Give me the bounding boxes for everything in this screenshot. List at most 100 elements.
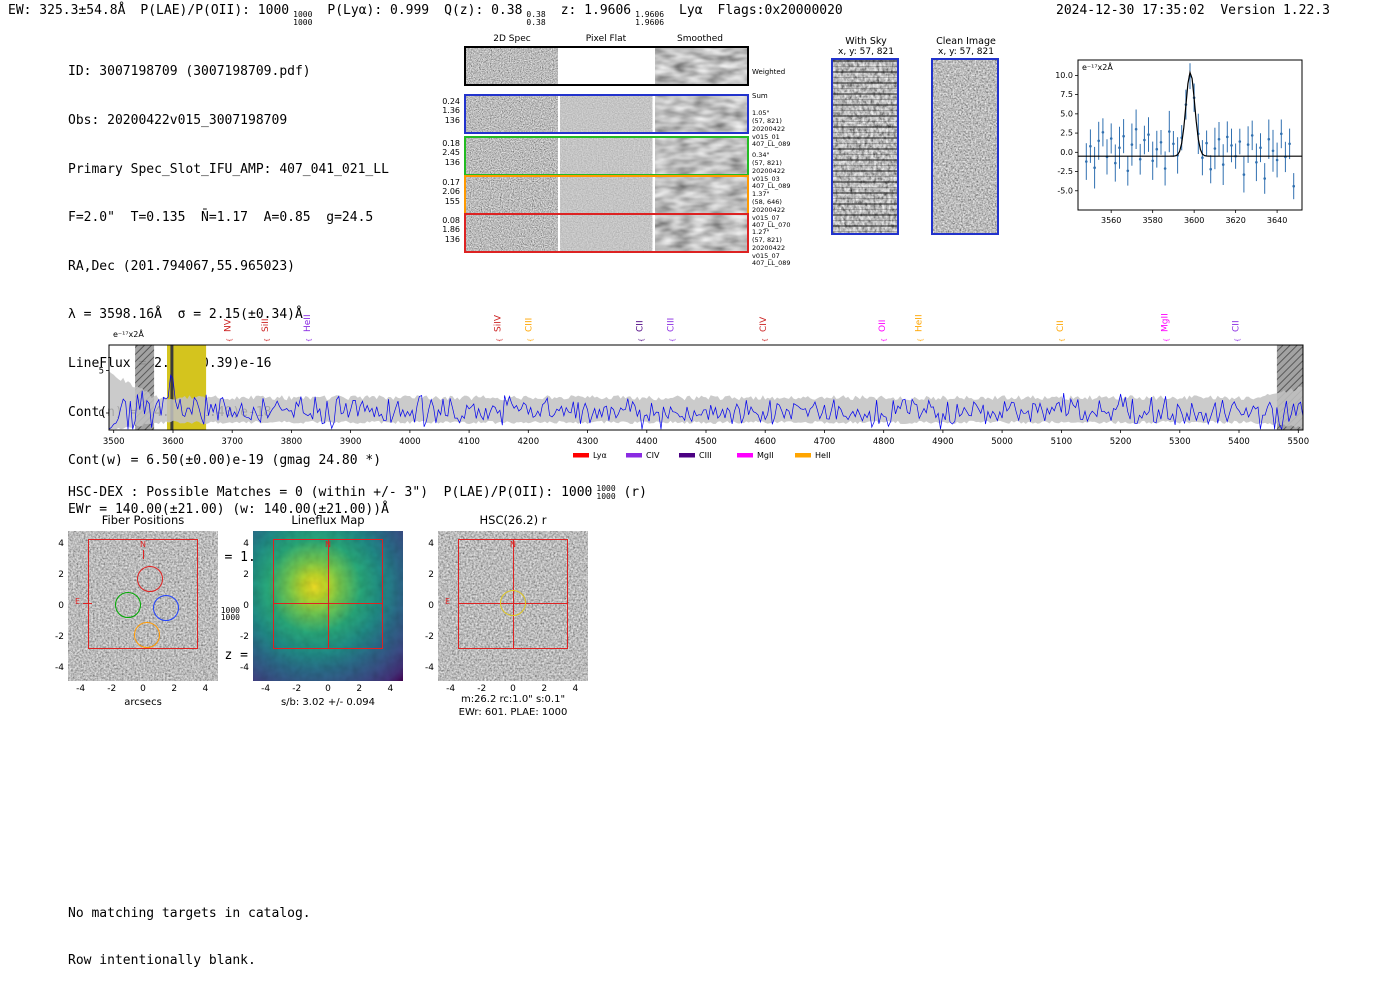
hsc-y-axis: -4 -2 0 2 4	[414, 531, 434, 681]
sky-lines-overlay	[833, 60, 897, 233]
axis-tick-label: 4	[202, 684, 209, 694]
spec2d-row-exposure3	[464, 175, 749, 215]
axis-tick-label: -2	[477, 684, 487, 694]
hsc-caption-1: m:26.2 rc:1.0" s:0.1"	[460, 694, 566, 705]
pixelflat-weighted-blank	[560, 48, 655, 84]
info-id: ID: 3007198709 (3007198709.pdf)	[68, 64, 311, 80]
smoothed-image	[654, 215, 747, 251]
svg-text:4000: 4000	[399, 437, 421, 447]
axis-tick-label: 4	[387, 684, 394, 694]
fiber-positions-image	[68, 531, 218, 681]
pixel-flat-image	[560, 177, 655, 213]
svg-text:3620: 3620	[1225, 216, 1245, 225]
axis-tick-label: 2	[58, 569, 64, 580]
spec2d-weighted-image	[466, 48, 561, 84]
catalog-match-summary: HSC-DEX : Possible Matches = 0 (within +…	[68, 484, 647, 501]
with-sky-coords: x, y: 57, 821	[838, 47, 894, 57]
svg-text:SiII: SiII	[261, 318, 271, 332]
svg-text:4700: 4700	[814, 437, 836, 447]
lineflux-map-image: N	[253, 531, 403, 681]
svg-text:5200: 5200	[1110, 437, 1132, 447]
smoothed-column-header: Smoothed	[677, 34, 723, 44]
svg-text:CII: CII	[636, 320, 646, 332]
pixel-flat-image	[560, 215, 655, 251]
svg-text:5400: 5400	[1228, 437, 1250, 447]
svg-text:5300: 5300	[1169, 437, 1191, 447]
svg-text:CII: CII	[1056, 320, 1066, 332]
svg-text:MgII: MgII	[1160, 313, 1170, 332]
elixer-report-page: { "header": { "ew": "EW: 325.3±54.8Å", "…	[8, 3, 1330, 968]
axis-tick-label: 4	[428, 538, 434, 549]
axis-tick-label: -4	[261, 684, 271, 694]
smoothed-weighted-image	[654, 48, 747, 84]
svg-text:{: {	[670, 338, 677, 342]
axis-tick-label: 2	[243, 569, 249, 580]
svg-text:{: {	[639, 338, 646, 342]
axis-tick-label: 4	[243, 538, 249, 549]
svg-text:CIII: CIII	[524, 318, 534, 332]
svg-text:-5.0: -5.0	[1057, 186, 1073, 195]
axis-tick-label: 0	[243, 601, 249, 611]
svg-text:3800: 3800	[281, 437, 303, 447]
footer-notes: No matching targets in catalog. Row inte…	[68, 874, 311, 985]
crosshair-horizontal	[273, 602, 383, 604]
svg-text:4400: 4400	[636, 437, 658, 447]
svg-text:{: {	[762, 338, 769, 342]
svg-text:Lyα: Lyα	[593, 451, 607, 460]
lineflux-y-axis: -4 -2 0 2 4	[229, 531, 249, 681]
plae-poii-value: P(LAE)/P(OII): 1000 1000 1000	[140, 3, 313, 27]
hsc-plae-range: 1000 1000	[596, 484, 616, 501]
svg-text:3900: 3900	[340, 437, 362, 447]
hsc-r-image	[438, 531, 588, 681]
qz-value: Q(z): 0.38 0.38 0.38	[444, 3, 546, 27]
axis-tick-label: -2	[240, 632, 249, 643]
pixelflat-column-header: Pixel Flat	[585, 34, 627, 44]
svg-text:4900: 4900	[932, 437, 954, 447]
axis-tick-label: -2	[55, 632, 64, 643]
svg-text:4200: 4200	[517, 437, 539, 447]
qz-range: 0.38 0.38	[526, 10, 546, 27]
svg-text:-2.5: -2.5	[1057, 167, 1073, 176]
svg-text:3600: 3600	[162, 437, 184, 447]
svg-text:CII: CII	[1232, 320, 1242, 332]
plya-value: P(Lyα): 0.999	[327, 3, 430, 18]
info-obs: Obs: 20200422v015_3007198709	[68, 113, 288, 128]
hsc-x-axis: -4 -2 0 2 4	[438, 684, 588, 696]
svg-text:5100: 5100	[1051, 437, 1073, 447]
crosshair-vertical	[327, 539, 329, 649]
svg-text:HeII: HeII	[303, 314, 313, 332]
footer-line-1: No matching targets in catalog.	[68, 905, 311, 921]
axis-tick-label: 0	[325, 684, 331, 694]
axis-tick-label: -4	[240, 663, 249, 674]
fiber-positions-title: Fiber Positions	[101, 513, 185, 527]
fiber-xlabel: arcsecs	[124, 697, 162, 708]
info-cont-w: Cont(w) = 6.50(±0.00)e-19 (gmag 24.80 *)	[68, 453, 382, 469]
spec2d-row3-left-labels: 0.17 2.06 155	[442, 178, 460, 206]
clean-image-coords: x, y: 57, 821	[938, 47, 994, 57]
axis-tick-label: -4	[446, 684, 456, 694]
info-radec: RA,Dec (201.794067,55.965023)	[68, 258, 295, 274]
svg-text:3640: 3640	[1267, 216, 1287, 225]
spec2d-row1-left-labels: 0.24 1.36 136	[442, 97, 460, 125]
spec2d-row-exposure1	[464, 94, 749, 134]
axis-tick-label: 2	[428, 569, 434, 580]
axis-tick-label: 2	[356, 684, 363, 694]
svg-text:MgII: MgII	[757, 451, 774, 460]
svg-text:3600: 3600	[1184, 216, 1204, 225]
svg-text:3560: 3560	[1101, 216, 1121, 225]
axis-tick-label: 0	[428, 601, 434, 611]
svg-text:NV: NV	[224, 318, 234, 332]
spec2d-column-header: 2D Spec	[493, 34, 531, 44]
clean-image	[931, 58, 999, 235]
spec2d-row1-right-labels: 1.05" (57, 821) 20200422 v015_01 407_LL_089	[752, 109, 791, 149]
svg-text:HeII: HeII	[815, 451, 831, 460]
info-ewr: EWr = 140.00(±21.00) (w: 140.00(±21.00))…	[68, 501, 389, 517]
spec2d-image	[466, 215, 561, 251]
svg-text:3580: 3580	[1142, 216, 1162, 225]
svg-text:0: 0	[99, 409, 104, 419]
fiber-x-axis: -4 -2 0 2 4	[68, 684, 218, 696]
z-value: z: 1.9606 1.9606 1.9606	[560, 3, 665, 27]
info-plae-range: 1000 1000	[220, 605, 240, 623]
with-sky-title: With Sky	[845, 36, 887, 47]
info-wavelength: λ = 3598.16Å σ = 2.15(±0.34)Å	[68, 307, 303, 323]
